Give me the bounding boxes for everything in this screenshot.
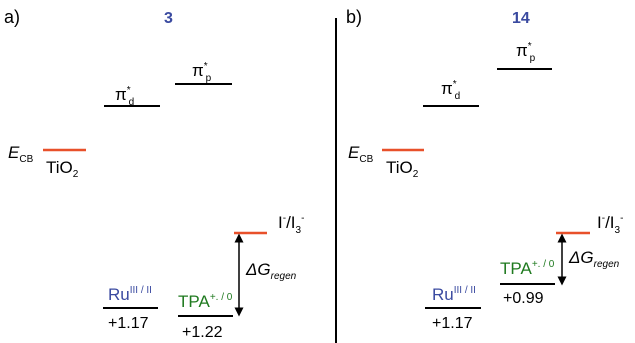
panel-b-pi-d-label: π* d — [441, 79, 460, 102]
panel-b-ecb-label: ECB — [348, 143, 374, 165]
panel-b-ru-label: RuIII / II — [432, 285, 476, 304]
panel-b-ru-value: +1.17 — [432, 315, 473, 332]
panel-b-redox-label: I-/I3- — [597, 213, 623, 236]
panel-b-compound-number: 14 — [512, 10, 530, 27]
panel-a: a) 3 π* d π* p ECB TiO2 I-/I3- ΔGregen RuI… — [4, 7, 304, 341]
panel-b-tio2-label: TiO2 — [386, 158, 419, 180]
panel-a-tio2-label: TiO2 — [46, 158, 79, 180]
panel-a-compound-number: 3 — [164, 10, 173, 27]
panel-b: b) 14 π* p π* d ECB TiO2 I-/I3- ΔGregen TP… — [346, 7, 623, 332]
panel-a-tpa-label: TPA+. / 0 — [178, 292, 233, 311]
panel-a-pi-d-label: π* d — [115, 85, 134, 108]
panel-b-delta-g-label: ΔGregen — [568, 248, 620, 270]
panel-b-tpa-label: TPA+. / 0 — [500, 259, 555, 278]
panel-a-pi-p-label: π* p — [192, 61, 212, 84]
panel-b-letter: b) — [346, 7, 362, 27]
panel-a-delta-g-label: ΔGregen — [245, 260, 297, 282]
panel-a-ru-value: +1.17 — [108, 315, 149, 332]
panel-a-ru-label: RuIII / II — [108, 285, 152, 304]
panel-a-redox-label: I-/I3- — [278, 213, 304, 236]
panel-a-letter: a) — [4, 7, 20, 27]
panel-b-pi-p-label: π* p — [516, 41, 536, 64]
panel-a-tpa-value: +1.22 — [182, 324, 223, 341]
panel-b-tpa-value: +0.99 — [503, 290, 544, 307]
panel-a-ecb-label: ECB — [8, 143, 34, 165]
